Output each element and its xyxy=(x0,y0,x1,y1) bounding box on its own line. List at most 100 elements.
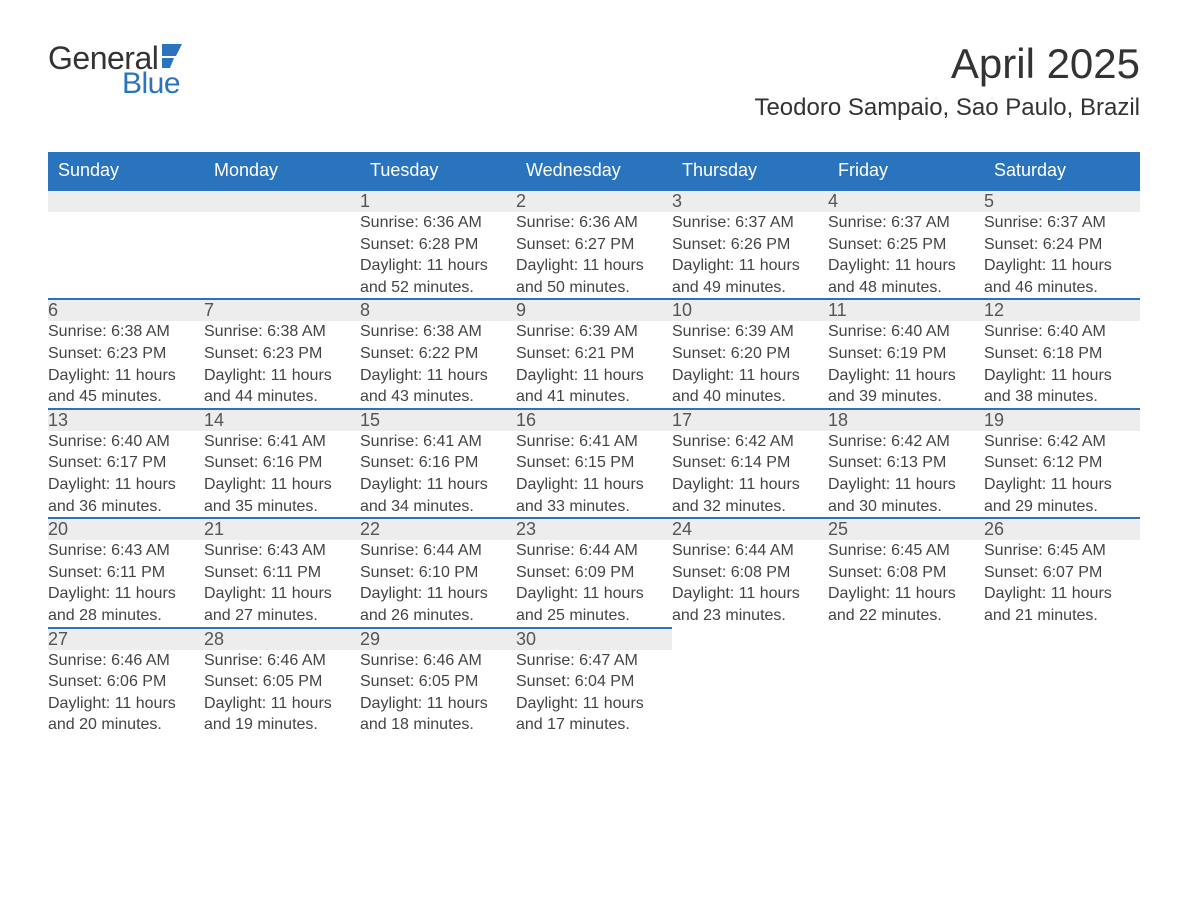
sunrise-text: Sunrise: 6:46 AM xyxy=(360,650,516,672)
title-block: April 2025 Teodoro Sampaio, Sao Paulo, B… xyxy=(754,40,1140,122)
day-number-cell xyxy=(672,628,828,650)
day-number-cell: 30 xyxy=(516,628,672,650)
sunset-text: Sunset: 6:24 PM xyxy=(984,234,1140,256)
sunset-text: Sunset: 6:20 PM xyxy=(672,343,828,365)
day-content-cell: Sunrise: 6:44 AMSunset: 6:08 PMDaylight:… xyxy=(672,540,828,627)
sunrise-text: Sunrise: 6:39 AM xyxy=(672,321,828,343)
sunrise-text: Sunrise: 6:46 AM xyxy=(204,650,360,672)
day-content-cell: Sunrise: 6:43 AMSunset: 6:11 PMDaylight:… xyxy=(204,540,360,627)
day-header-monday: Monday xyxy=(204,152,360,190)
sunset-text: Sunset: 6:19 PM xyxy=(828,343,984,365)
sunset-text: Sunset: 6:23 PM xyxy=(48,343,204,365)
daylight-text: Daylight: 11 hours and 30 minutes. xyxy=(828,474,984,517)
calendar-week-number-row: 12345 xyxy=(48,190,1140,212)
daylight-text: Daylight: 11 hours and 19 minutes. xyxy=(204,693,360,736)
sunset-text: Sunset: 6:26 PM xyxy=(672,234,828,256)
day-content-cell xyxy=(48,212,204,299)
sunset-text: Sunset: 6:21 PM xyxy=(516,343,672,365)
day-number-cell: 17 xyxy=(672,409,828,431)
day-content-cell: Sunrise: 6:47 AMSunset: 6:04 PMDaylight:… xyxy=(516,650,672,736)
day-number-cell: 14 xyxy=(204,409,360,431)
day-number-cell: 8 xyxy=(360,299,516,321)
logo: General Blue xyxy=(48,40,196,101)
day-content-cell: Sunrise: 6:42 AMSunset: 6:13 PMDaylight:… xyxy=(828,431,984,518)
daylight-text: Daylight: 11 hours and 46 minutes. xyxy=(984,255,1140,298)
day-content-cell xyxy=(672,650,828,736)
day-content-cell: Sunrise: 6:38 AMSunset: 6:22 PMDaylight:… xyxy=(360,321,516,408)
day-header-friday: Friday xyxy=(828,152,984,190)
daylight-text: Daylight: 11 hours and 40 minutes. xyxy=(672,365,828,408)
sunset-text: Sunset: 6:16 PM xyxy=(204,452,360,474)
sunset-text: Sunset: 6:15 PM xyxy=(516,452,672,474)
sunset-text: Sunset: 6:04 PM xyxy=(516,671,672,693)
day-number-cell: 3 xyxy=(672,190,828,212)
day-content-cell: Sunrise: 6:37 AMSunset: 6:26 PMDaylight:… xyxy=(672,212,828,299)
page-title: April 2025 xyxy=(754,40,1140,88)
day-content-cell: Sunrise: 6:40 AMSunset: 6:17 PMDaylight:… xyxy=(48,431,204,518)
sunrise-text: Sunrise: 6:38 AM xyxy=(48,321,204,343)
calendar-week-content-row: Sunrise: 6:43 AMSunset: 6:11 PMDaylight:… xyxy=(48,540,1140,627)
sunset-text: Sunset: 6:07 PM xyxy=(984,562,1140,584)
day-content-cell: Sunrise: 6:41 AMSunset: 6:16 PMDaylight:… xyxy=(360,431,516,518)
daylight-text: Daylight: 11 hours and 34 minutes. xyxy=(360,474,516,517)
day-number-cell: 5 xyxy=(984,190,1140,212)
day-number-cell: 22 xyxy=(360,518,516,540)
sunrise-text: Sunrise: 6:44 AM xyxy=(516,540,672,562)
day-content-cell: Sunrise: 6:46 AMSunset: 6:05 PMDaylight:… xyxy=(204,650,360,736)
sunset-text: Sunset: 6:28 PM xyxy=(360,234,516,256)
day-content-cell xyxy=(984,650,1140,736)
logo-text-blue: Blue xyxy=(122,67,180,101)
sunrise-text: Sunrise: 6:40 AM xyxy=(984,321,1140,343)
location-text: Teodoro Sampaio, Sao Paulo, Brazil xyxy=(754,94,1140,122)
day-content-cell: Sunrise: 6:42 AMSunset: 6:12 PMDaylight:… xyxy=(984,431,1140,518)
day-number-cell: 1 xyxy=(360,190,516,212)
sunset-text: Sunset: 6:16 PM xyxy=(360,452,516,474)
daylight-text: Daylight: 11 hours and 17 minutes. xyxy=(516,693,672,736)
sunset-text: Sunset: 6:08 PM xyxy=(828,562,984,584)
sunrise-text: Sunrise: 6:46 AM xyxy=(48,650,204,672)
sunset-text: Sunset: 6:05 PM xyxy=(360,671,516,693)
sunrise-text: Sunrise: 6:45 AM xyxy=(828,540,984,562)
daylight-text: Daylight: 11 hours and 45 minutes. xyxy=(48,365,204,408)
daylight-text: Daylight: 11 hours and 27 minutes. xyxy=(204,583,360,626)
sunrise-text: Sunrise: 6:41 AM xyxy=(360,431,516,453)
day-number-cell: 28 xyxy=(204,628,360,650)
sunset-text: Sunset: 6:14 PM xyxy=(672,452,828,474)
daylight-text: Daylight: 11 hours and 35 minutes. xyxy=(204,474,360,517)
calendar-body: 12345Sunrise: 6:36 AMSunset: 6:28 PMDayl… xyxy=(48,190,1140,736)
day-header-saturday: Saturday xyxy=(984,152,1140,190)
day-number-cell: 12 xyxy=(984,299,1140,321)
page-header: General Blue April 2025 Teodoro Sampaio,… xyxy=(48,40,1140,122)
sunrise-text: Sunrise: 6:37 AM xyxy=(828,212,984,234)
sunset-text: Sunset: 6:27 PM xyxy=(516,234,672,256)
daylight-text: Daylight: 11 hours and 25 minutes. xyxy=(516,583,672,626)
day-header-wednesday: Wednesday xyxy=(516,152,672,190)
sunrise-text: Sunrise: 6:39 AM xyxy=(516,321,672,343)
sunset-text: Sunset: 6:22 PM xyxy=(360,343,516,365)
daylight-text: Daylight: 11 hours and 48 minutes. xyxy=(828,255,984,298)
day-number-cell: 20 xyxy=(48,518,204,540)
day-content-cell xyxy=(204,212,360,299)
day-content-cell: Sunrise: 6:37 AMSunset: 6:24 PMDaylight:… xyxy=(984,212,1140,299)
calendar-header-row: Sunday Monday Tuesday Wednesday Thursday… xyxy=(48,152,1140,190)
day-number-cell: 6 xyxy=(48,299,204,321)
sunrise-text: Sunrise: 6:40 AM xyxy=(48,431,204,453)
sunrise-text: Sunrise: 6:41 AM xyxy=(516,431,672,453)
sunset-text: Sunset: 6:11 PM xyxy=(204,562,360,584)
sunset-text: Sunset: 6:08 PM xyxy=(672,562,828,584)
day-content-cell: Sunrise: 6:44 AMSunset: 6:10 PMDaylight:… xyxy=(360,540,516,627)
daylight-text: Daylight: 11 hours and 50 minutes. xyxy=(516,255,672,298)
calendar-week-number-row: 27282930 xyxy=(48,628,1140,650)
sunrise-text: Sunrise: 6:44 AM xyxy=(360,540,516,562)
day-number-cell: 7 xyxy=(204,299,360,321)
daylight-text: Daylight: 11 hours and 21 minutes. xyxy=(984,583,1140,626)
calendar-week-content-row: Sunrise: 6:46 AMSunset: 6:06 PMDaylight:… xyxy=(48,650,1140,736)
daylight-text: Daylight: 11 hours and 29 minutes. xyxy=(984,474,1140,517)
sunset-text: Sunset: 6:13 PM xyxy=(828,452,984,474)
day-number-cell: 27 xyxy=(48,628,204,650)
day-content-cell: Sunrise: 6:45 AMSunset: 6:07 PMDaylight:… xyxy=(984,540,1140,627)
day-number-cell: 26 xyxy=(984,518,1140,540)
day-content-cell: Sunrise: 6:41 AMSunset: 6:16 PMDaylight:… xyxy=(204,431,360,518)
day-number-cell xyxy=(984,628,1140,650)
day-content-cell: Sunrise: 6:39 AMSunset: 6:20 PMDaylight:… xyxy=(672,321,828,408)
